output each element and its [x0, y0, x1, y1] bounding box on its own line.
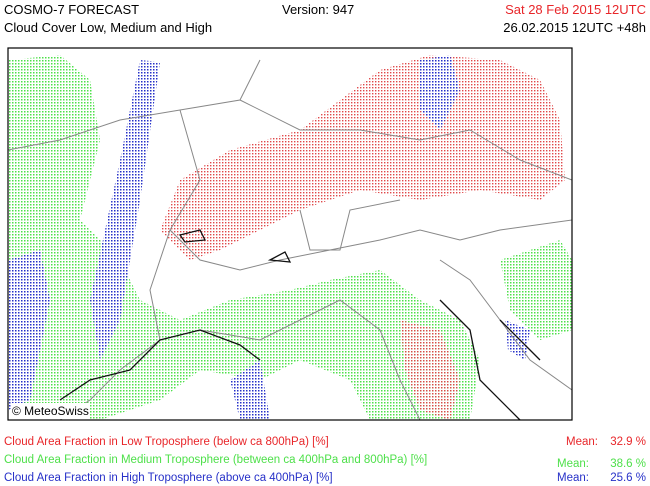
legend-label: Cloud Area Fraction in Low Troposphere (…	[4, 436, 329, 448]
copyright: © MeteoSwiss	[12, 403, 89, 419]
map-frame	[7, 47, 573, 421]
mean-value: 38.6 %	[610, 458, 646, 470]
mean-label: Mean:	[557, 458, 589, 470]
subtitle: Cloud Cover Low, Medium and High	[4, 20, 213, 35]
valid-time: Sat 28 Feb 2015 12UTC	[505, 2, 646, 17]
cloud-layers	[8, 55, 572, 420]
coastlines-lakes	[59, 229, 541, 421]
version: Version: 947	[282, 2, 355, 17]
legend-label: Cloud Area Fraction in Medium Tropospher…	[4, 454, 428, 466]
title: COSMO-7 FORECAST	[4, 2, 140, 17]
mean-label: Mean:	[557, 472, 589, 484]
mean-value: 25.6 %	[610, 472, 646, 484]
run-time: 26.02.2015 12UTC +48h	[503, 20, 646, 35]
legend-label: Cloud Area Fraction in High Troposphere …	[4, 472, 333, 484]
mean-label: Mean:	[566, 436, 598, 448]
mean-value: 32.9 %	[610, 436, 646, 448]
